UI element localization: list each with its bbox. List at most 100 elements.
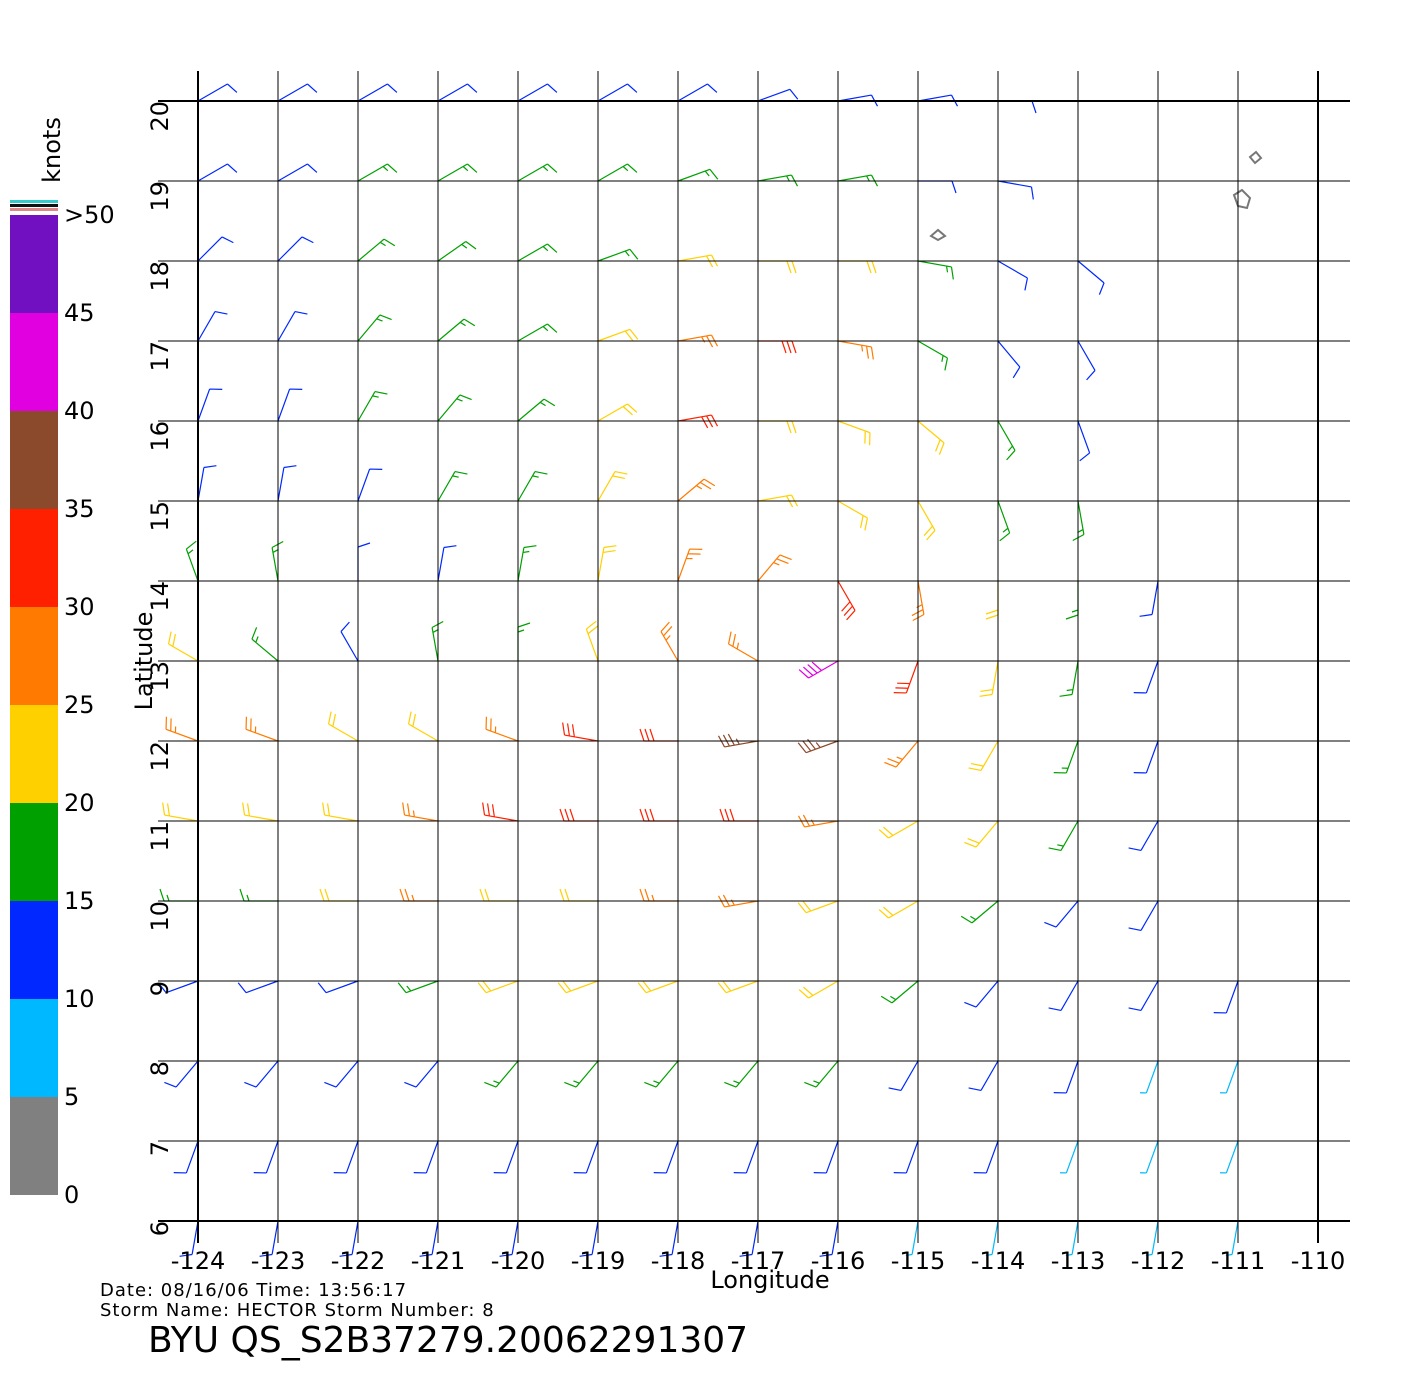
y-tick-label: 14 <box>146 581 174 612</box>
colorbar-tick-label: 40 <box>64 397 95 425</box>
wind-barb <box>437 545 457 582</box>
wind-barb <box>557 980 599 994</box>
wind-barb <box>157 980 199 994</box>
wind-barb <box>804 1060 839 1088</box>
x-tick-label: -124 <box>171 1247 225 1275</box>
wind-barb <box>985 1220 999 1257</box>
wind-barb <box>960 900 999 924</box>
wind-barb <box>404 1060 439 1088</box>
wind-barb <box>968 740 999 772</box>
colorbar-tick-label: 45 <box>64 299 95 327</box>
wind-barb <box>357 238 396 262</box>
wind-barb <box>162 802 199 822</box>
wind-barb <box>1140 1140 1159 1174</box>
chart-title: BYU QS_S2B37279.20062291307 <box>148 1320 748 1361</box>
wind-barb <box>968 1060 999 1092</box>
x-tick-label: -111 <box>1211 1247 1265 1275</box>
wind-barb <box>798 660 839 679</box>
colorbar-tick-label: 30 <box>64 593 95 621</box>
x-tick-label: -118 <box>651 1247 705 1275</box>
wind-barb <box>1077 420 1091 462</box>
barbs <box>157 83 1239 1257</box>
wind-barb <box>197 83 238 102</box>
x-tick-label: -113 <box>1051 1247 1105 1275</box>
wind-barb <box>837 340 874 360</box>
colorbar-tick-label: 5 <box>64 1083 79 1111</box>
colorbar-tick-label: 10 <box>64 985 95 1013</box>
wind-barb <box>239 888 278 902</box>
wind-barb <box>573 1140 599 1174</box>
wind-barb <box>237 980 279 994</box>
y-tick-label: 10 <box>146 901 174 932</box>
wind-barb <box>197 163 238 182</box>
colorbar-bin <box>10 1097 58 1195</box>
wind-barb <box>277 465 297 502</box>
wind-barb <box>1128 980 1159 1012</box>
wind-barb <box>1044 900 1079 928</box>
wind-barb <box>997 500 1011 542</box>
wind-barb <box>717 980 759 994</box>
x-tick-label: -117 <box>731 1247 785 1275</box>
wind-barb <box>277 310 308 342</box>
colorbar-bin <box>10 215 58 313</box>
wind-barb <box>319 888 358 902</box>
wind-barb <box>917 260 954 280</box>
wind-barb <box>277 236 314 262</box>
wind-barb <box>998 100 1037 114</box>
wind-barb <box>197 388 223 422</box>
wind-barb <box>1220 1140 1239 1174</box>
wind-barb <box>245 716 279 742</box>
wind-barb <box>727 631 759 662</box>
wind-barb <box>1060 1140 1079 1174</box>
wind-barb <box>918 180 957 194</box>
wind-barb <box>517 323 558 342</box>
wind-barb <box>837 420 871 446</box>
wind-barb <box>1048 980 1079 1012</box>
wind-barb <box>813 1140 839 1174</box>
wind-barb <box>758 260 797 274</box>
wind-barb <box>159 888 198 902</box>
x-tick-label: -112 <box>1131 1247 1185 1275</box>
wind-barb <box>517 243 558 262</box>
wind-barb <box>407 711 439 742</box>
wind-barb <box>917 420 945 455</box>
wind-barb <box>251 627 279 662</box>
island <box>1248 150 1263 165</box>
x-tick-label: -114 <box>971 1247 1025 1275</box>
island <box>1232 188 1252 210</box>
y-tick-label: 15 <box>146 501 174 532</box>
wind-barb <box>905 1220 919 1257</box>
wind-barb <box>1140 1060 1159 1094</box>
wind-barb <box>1133 740 1159 774</box>
wind-barb <box>173 1140 199 1174</box>
wind-barb <box>639 728 678 742</box>
wind-barb <box>597 403 638 422</box>
info-line: Storm Name: HECTOR Storm Number: 8 <box>100 1300 495 1321</box>
wind-barb <box>717 733 759 748</box>
wind-barb <box>757 554 792 582</box>
wind-barb <box>757 88 799 102</box>
wind-barb <box>880 980 919 1004</box>
wind-barb <box>357 83 398 102</box>
y-tick-label: 8 <box>146 1061 174 1076</box>
x-tick-label: -110 <box>1291 1247 1345 1275</box>
wind-barb <box>659 1220 679 1257</box>
wind-barb <box>660 621 679 662</box>
wind-barb <box>485 716 519 742</box>
info-line: Date: 08/16/06 Time: 13:56:17 <box>100 1280 407 1301</box>
wind-barb <box>397 980 439 994</box>
wind-barb <box>197 465 217 502</box>
y-tick-label: 16 <box>146 421 174 452</box>
wind-barb <box>964 980 999 1008</box>
wind-barb <box>985 581 999 620</box>
colorbar-bin <box>10 999 58 1097</box>
x-tick-label: -119 <box>571 1247 625 1275</box>
wind-barb <box>964 820 999 848</box>
wind-barb <box>997 340 1021 379</box>
wind-barb <box>1053 740 1079 774</box>
wind-barb <box>1128 900 1159 932</box>
wind-barb <box>637 980 679 994</box>
wind-barb <box>357 163 398 182</box>
y-tick-label: 17 <box>146 341 174 372</box>
wind-barb <box>327 711 359 742</box>
